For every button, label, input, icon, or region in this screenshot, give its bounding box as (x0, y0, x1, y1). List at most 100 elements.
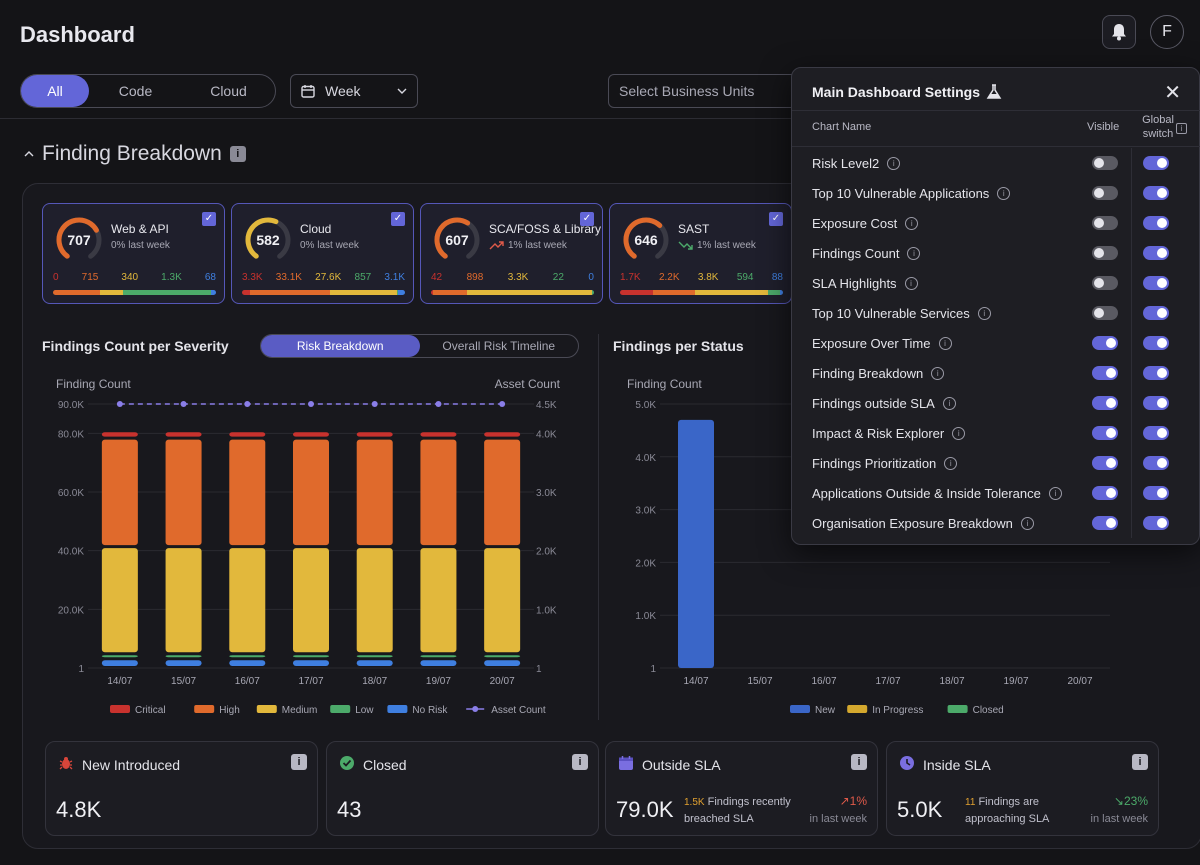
global-switch-toggle[interactable] (1143, 186, 1169, 200)
bar-segment[interactable] (229, 548, 266, 653)
visible-toggle[interactable] (1092, 306, 1118, 320)
info-icon[interactable]: i (1176, 123, 1187, 134)
info-icon[interactable]: i (907, 246, 921, 260)
card-checkbox[interactable]: ✓ (391, 212, 405, 226)
bar-segment[interactable] (420, 548, 457, 653)
asset-count-point[interactable] (371, 401, 378, 407)
global-switch-toggle[interactable] (1143, 396, 1169, 410)
visible-toggle[interactable] (1092, 366, 1118, 380)
bar-segment[interactable] (293, 432, 329, 437)
period-select[interactable]: Week (290, 74, 418, 108)
bar-segment[interactable] (293, 660, 329, 666)
info-icon[interactable]: i (944, 456, 958, 470)
bar-segment[interactable] (101, 655, 138, 658)
bar-segment[interactable] (165, 660, 202, 666)
bar-segment[interactable] (165, 439, 202, 546)
bar-segment[interactable] (101, 660, 138, 666)
bar-segment[interactable] (229, 439, 266, 546)
close-icon[interactable]: ✕ (1164, 82, 1181, 104)
tab-overall-risk-timeline[interactable]: Overall Risk Timeline (442, 339, 556, 353)
card-checkbox[interactable]: ✓ (769, 212, 783, 226)
info-icon[interactable]: i (1132, 754, 1148, 770)
global-switch-toggle[interactable] (1143, 456, 1169, 470)
visible-toggle[interactable] (1092, 456, 1118, 470)
category-card[interactable]: 607 ✓ SCA/FOSS & Library 1% last week 42… (420, 203, 603, 304)
tab-all[interactable]: All (21, 75, 89, 107)
bar-segment[interactable] (420, 655, 457, 658)
section-header[interactable]: Finding Breakdown i (24, 142, 246, 166)
category-card[interactable]: 646 ✓ SAST 1% last week 1.7K 2.2K 3.8K 594 8… (609, 203, 792, 304)
visible-toggle[interactable] (1092, 426, 1118, 440)
stat-card[interactable]: Closed i 43 (326, 741, 599, 836)
info-icon[interactable]: i (1020, 516, 1034, 530)
global-switch-toggle[interactable] (1143, 486, 1169, 500)
bar-segment[interactable] (484, 548, 521, 653)
bar-segment[interactable] (484, 660, 521, 666)
category-card[interactable]: 707 ✓ Web & API 0% last week 0 715 340 1.3K… (42, 203, 225, 304)
stat-card[interactable]: Inside SLA i 5.0K 11 Findings are approac… (886, 741, 1159, 836)
bar-segment[interactable] (420, 439, 457, 546)
asset-count-point[interactable] (180, 401, 187, 407)
visible-toggle[interactable] (1092, 186, 1118, 200)
info-icon[interactable]: i (229, 146, 246, 162)
visible-toggle[interactable] (1092, 216, 1118, 230)
global-switch-toggle[interactable] (1143, 306, 1169, 320)
bar-segment[interactable] (165, 548, 202, 653)
info-icon[interactable]: i (938, 336, 952, 350)
bar-segment[interactable] (165, 655, 202, 658)
visible-toggle[interactable] (1092, 516, 1118, 530)
category-card[interactable]: 582 ✓ Cloud 0% last week 3.3K 33.1K 27.6K 8… (231, 203, 414, 304)
stat-card[interactable]: New Introduced i 4.8K (45, 741, 318, 836)
asset-count-point[interactable] (435, 401, 442, 407)
global-switch-toggle[interactable] (1143, 366, 1169, 380)
bar[interactable] (678, 419, 714, 668)
bar-segment[interactable] (356, 548, 393, 653)
card-checkbox[interactable]: ✓ (580, 212, 594, 226)
global-switch-toggle[interactable] (1143, 336, 1169, 350)
bar-segment[interactable] (165, 432, 202, 437)
bar-segment[interactable] (420, 432, 457, 437)
tab-risk-breakdown[interactable]: Risk Breakdown (261, 335, 420, 357)
bar-segment[interactable] (101, 439, 138, 546)
asset-count-point[interactable] (308, 401, 314, 407)
visible-toggle[interactable] (1092, 336, 1118, 350)
notifications-button[interactable] (1102, 15, 1136, 49)
visible-toggle[interactable] (1092, 276, 1118, 290)
info-icon[interactable]: i (572, 754, 588, 770)
bar-segment[interactable] (229, 660, 266, 666)
info-icon[interactable]: i (931, 366, 945, 380)
asset-count-point[interactable] (499, 401, 506, 407)
info-icon[interactable]: i (291, 754, 307, 770)
bar-segment[interactable] (293, 548, 329, 653)
global-switch-toggle[interactable] (1143, 246, 1169, 260)
bar-segment[interactable] (356, 655, 393, 658)
global-switch-toggle[interactable] (1143, 516, 1169, 530)
bar-segment[interactable] (229, 432, 266, 437)
visible-toggle[interactable] (1092, 246, 1118, 260)
bar-segment[interactable] (484, 655, 521, 658)
bar-segment[interactable] (484, 439, 521, 546)
tab-cloud[interactable]: Cloud (210, 83, 247, 99)
avatar[interactable]: F (1150, 15, 1184, 49)
info-icon[interactable]: i (942, 396, 956, 410)
global-switch-toggle[interactable] (1143, 156, 1169, 170)
bar-segment[interactable] (293, 439, 329, 546)
visible-toggle[interactable] (1092, 486, 1118, 500)
bar-segment[interactable] (420, 660, 457, 666)
asset-count-point[interactable] (116, 401, 123, 407)
bar-segment[interactable] (484, 432, 521, 437)
bar-segment[interactable] (101, 432, 138, 437)
bar-segment[interactable] (356, 439, 393, 546)
global-switch-toggle[interactable] (1143, 216, 1169, 230)
info-icon[interactable]: i (952, 426, 966, 440)
business-units-select[interactable]: Select Business Units (608, 74, 808, 108)
info-icon[interactable]: i (904, 276, 918, 290)
info-icon[interactable]: i (887, 156, 901, 170)
asset-count-point[interactable] (244, 401, 251, 407)
card-checkbox[interactable]: ✓ (202, 212, 216, 226)
bar-segment[interactable] (356, 432, 393, 437)
global-switch-toggle[interactable] (1143, 426, 1169, 440)
info-icon[interactable]: i (977, 306, 991, 320)
info-icon[interactable]: i (905, 216, 919, 230)
bar-segment[interactable] (356, 660, 393, 666)
